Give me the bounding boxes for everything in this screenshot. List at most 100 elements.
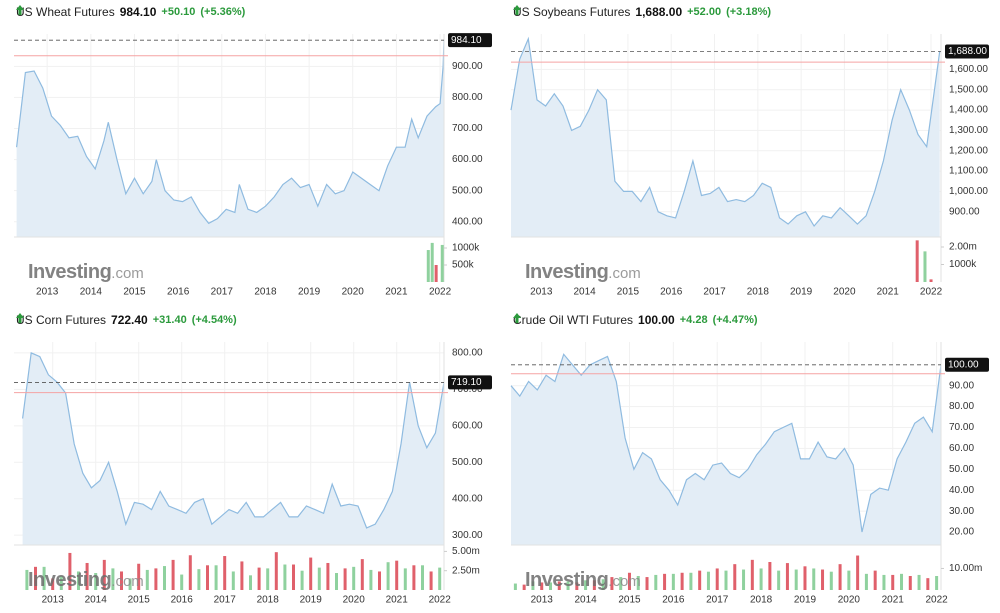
volume-bar <box>821 569 825 590</box>
x-tick-label: 2021 <box>386 595 409 606</box>
x-tick-label: 2021 <box>882 595 905 606</box>
volume-bar <box>645 577 649 590</box>
volume-bar <box>733 564 737 590</box>
y-tick-label: 500.00 <box>452 457 483 468</box>
x-tick-label: 2014 <box>80 287 103 298</box>
watermark: Investing.com <box>28 261 144 283</box>
price-line <box>22 352 445 529</box>
volume-bar <box>386 562 390 590</box>
x-tick-label: 2018 <box>257 595 280 606</box>
last-price-box <box>448 33 492 48</box>
volume-bar <box>715 568 719 590</box>
volume-bar <box>128 578 132 590</box>
up-arrow-shape <box>513 5 521 15</box>
up-arrow-shape <box>16 313 24 323</box>
volume-tick-label: 1000k <box>949 259 977 270</box>
watermark: Investing.com <box>28 569 144 591</box>
x-tick-label: 2022 <box>925 595 948 606</box>
volume-bar <box>429 571 433 590</box>
volume-bar <box>513 583 517 590</box>
last-price-box <box>945 44 989 59</box>
x-tick-label: 2017 <box>211 287 234 298</box>
volume-bar <box>915 240 919 282</box>
x-tick-label: 2016 <box>660 287 683 298</box>
instrument-title: US Wheat Futures <box>16 5 115 19</box>
volume-bar <box>77 571 80 590</box>
y-tick-label: 1,100.00 <box>949 166 988 177</box>
change-percent: (+5.36%) <box>200 6 246 18</box>
x-tick-label: 2019 <box>790 287 813 298</box>
y-tick-label: 1,500.00 <box>949 84 988 95</box>
volume-bar <box>847 570 851 590</box>
volume-bar <box>440 244 444 282</box>
last-price-label: 984.10 <box>451 35 482 46</box>
x-tick-label: 2017 <box>214 595 237 606</box>
volume-bar <box>891 574 895 590</box>
volume-bar <box>102 559 106 590</box>
instrument-title: US Corn Futures <box>16 313 107 327</box>
volume-bar <box>706 571 710 590</box>
volume-bar <box>636 576 640 590</box>
volume-bar <box>343 568 347 590</box>
y-tick-label: 1,000.00 <box>949 186 988 197</box>
volume-bar <box>750 559 754 590</box>
area <box>511 38 940 238</box>
watermark-suffix: .com <box>111 265 144 282</box>
x-tick-label: 2015 <box>618 595 641 606</box>
x-tick-label: 2019 <box>300 595 323 606</box>
y-tick-label: 1,300.00 <box>949 125 988 136</box>
y-tick-label: 400.00 <box>452 493 483 504</box>
watermark-brand: Investing <box>28 261 111 283</box>
watermark-brand: Investing <box>28 569 111 591</box>
volume-bar <box>59 576 63 590</box>
volume-bar <box>292 564 295 590</box>
volume-bar <box>42 566 46 590</box>
y-tick-label: 900.00 <box>949 206 980 217</box>
volume-bar <box>654 574 658 590</box>
y-tick-label: 300.00 <box>452 530 483 541</box>
volume-bar <box>724 570 728 590</box>
volume-bar <box>154 568 158 590</box>
chart-header: US Corn Futures 722.40 +31.40 (+4.54%) <box>16 313 237 327</box>
watermark: Investing.com <box>525 569 641 591</box>
x-tick-label: 2020 <box>838 595 861 606</box>
chart: 900.00 1,000.00 1,100.00 1,200.00 1,300.00 1,… <box>510 34 989 298</box>
volume-bar <box>908 576 912 590</box>
volume-tick-label: 10.00m <box>949 563 982 574</box>
volume-bar <box>566 581 570 590</box>
x-tick-label: 2014 <box>85 595 108 606</box>
change-percent: (+4.47%) <box>712 314 758 326</box>
volume-bar <box>257 567 261 590</box>
x-tick-label: 2021 <box>877 287 900 298</box>
x-tick-label: 2013 <box>36 287 59 298</box>
volume-bar <box>882 574 886 590</box>
volume-bar <box>812 568 816 590</box>
volume-bar <box>369 569 373 590</box>
volume-bar <box>197 569 201 590</box>
price: 1,688.00 <box>635 5 683 19</box>
volume-bar <box>531 581 535 590</box>
volume-bar <box>794 569 798 590</box>
x-tick-label: 2019 <box>298 287 321 298</box>
watermark-brand: Investing <box>525 261 608 283</box>
last-price-label: 100.00 <box>948 359 979 370</box>
volume-bar <box>856 555 860 590</box>
volume-tick-label: 1000k <box>452 243 480 254</box>
x-tick-label: 2018 <box>254 287 277 298</box>
change-percent: (+3.18%) <box>726 6 772 18</box>
price-line <box>510 36 941 228</box>
volume-bar <box>412 565 416 590</box>
watermark-brand: Investing <box>525 569 608 591</box>
x-tick-label: 2022 <box>429 287 452 298</box>
volume-bar <box>917 574 921 590</box>
x-tick-label: 2014 <box>573 287 596 298</box>
x-tick-label: 2018 <box>750 595 773 606</box>
chart: 20.00 30.00 40.00 50.00 60.00 70.00 80.00 90.00… <box>510 342 989 606</box>
volume-bar <box>627 572 631 590</box>
chart-panel: 300.00 400.00 500.00 600.00 700.00 800.00 719.… <box>0 308 500 613</box>
chart-header: Crude Oil WTI Futures 100.00 +4.28 (+4.47%) <box>513 313 758 327</box>
y-tick-label: 70.00 <box>949 422 974 433</box>
volume-bar <box>610 577 614 590</box>
volume-bar <box>335 573 338 590</box>
change: +4.28 <box>679 314 708 326</box>
